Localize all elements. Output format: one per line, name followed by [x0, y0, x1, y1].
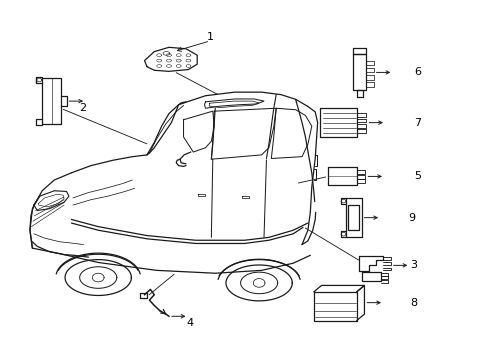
Text: 8: 8 — [409, 298, 417, 308]
Text: 7: 7 — [413, 118, 421, 128]
Text: 3: 3 — [409, 260, 416, 270]
Text: 9: 9 — [407, 213, 414, 222]
Text: 1: 1 — [206, 32, 213, 41]
Text: 4: 4 — [185, 318, 193, 328]
Text: 5: 5 — [413, 171, 420, 181]
Text: 2: 2 — [79, 103, 86, 113]
Text: 6: 6 — [413, 67, 420, 77]
